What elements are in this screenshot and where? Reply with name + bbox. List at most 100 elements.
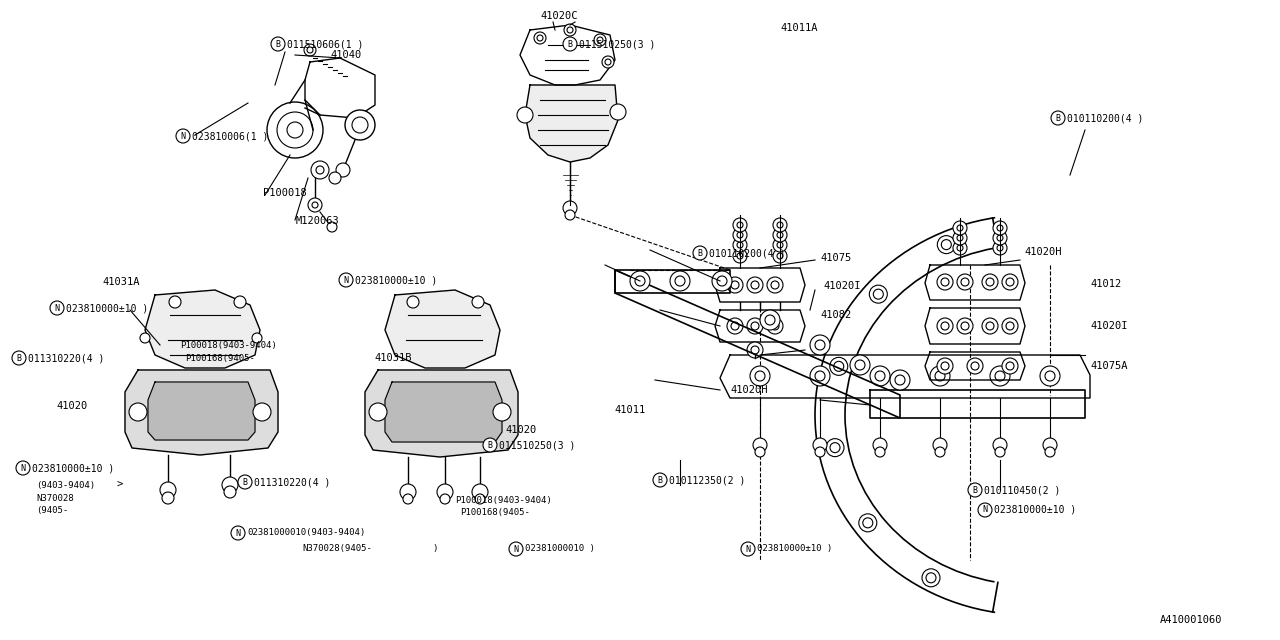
Polygon shape: [365, 370, 518, 457]
Circle shape: [813, 438, 827, 452]
Text: (9403-9404): (9403-9404): [36, 481, 95, 490]
Circle shape: [957, 235, 963, 241]
Circle shape: [748, 277, 763, 293]
Circle shape: [312, 202, 317, 208]
Text: B: B: [567, 40, 572, 49]
Text: B: B: [1056, 113, 1061, 122]
Circle shape: [534, 32, 547, 44]
Text: 011510250(3 ): 011510250(3 ): [499, 440, 576, 450]
Circle shape: [760, 310, 780, 330]
Circle shape: [305, 44, 316, 56]
Polygon shape: [721, 355, 1091, 398]
Circle shape: [737, 222, 742, 228]
Text: N: N: [20, 463, 26, 472]
Circle shape: [777, 242, 783, 248]
Circle shape: [316, 166, 324, 174]
Circle shape: [1006, 278, 1014, 286]
Circle shape: [733, 249, 748, 263]
Circle shape: [859, 514, 877, 532]
Text: 010112350(2 ): 010112350(2 ): [669, 475, 745, 485]
Circle shape: [986, 278, 995, 286]
Circle shape: [972, 362, 979, 370]
Text: P100018(9403-9404): P100018(9403-9404): [454, 495, 552, 504]
Polygon shape: [716, 268, 805, 302]
Text: 41031A: 41031A: [102, 277, 140, 287]
Circle shape: [407, 296, 419, 308]
Text: 41082: 41082: [820, 310, 851, 320]
Circle shape: [777, 222, 783, 228]
Circle shape: [870, 366, 890, 386]
Circle shape: [876, 371, 884, 381]
Circle shape: [954, 231, 966, 245]
Circle shape: [403, 494, 413, 504]
Circle shape: [751, 281, 759, 289]
Polygon shape: [925, 352, 1025, 380]
Text: N: N: [513, 545, 518, 554]
Circle shape: [308, 198, 323, 212]
Polygon shape: [520, 25, 614, 85]
Text: 41020I: 41020I: [823, 281, 860, 291]
Text: N: N: [236, 529, 241, 538]
Circle shape: [653, 473, 667, 487]
Circle shape: [876, 447, 884, 457]
Circle shape: [937, 274, 954, 290]
Circle shape: [352, 117, 369, 133]
Circle shape: [1044, 447, 1055, 457]
Circle shape: [329, 172, 340, 184]
Polygon shape: [925, 265, 1025, 300]
Circle shape: [369, 403, 387, 421]
Circle shape: [1002, 358, 1018, 374]
Circle shape: [829, 443, 840, 452]
Polygon shape: [870, 390, 1085, 418]
Circle shape: [1006, 362, 1014, 370]
Circle shape: [230, 526, 244, 540]
Circle shape: [564, 24, 576, 36]
Circle shape: [750, 366, 771, 386]
Polygon shape: [525, 85, 618, 162]
Circle shape: [177, 129, 189, 143]
Polygon shape: [305, 58, 375, 118]
Circle shape: [961, 278, 969, 286]
Circle shape: [997, 245, 1004, 251]
Circle shape: [17, 461, 29, 475]
Circle shape: [253, 403, 271, 421]
Text: 41020H: 41020H: [730, 385, 768, 395]
Circle shape: [594, 34, 605, 46]
Polygon shape: [125, 370, 278, 455]
Circle shape: [957, 274, 973, 290]
Circle shape: [563, 37, 577, 51]
Circle shape: [873, 289, 883, 299]
Circle shape: [1051, 111, 1065, 125]
Circle shape: [941, 239, 951, 250]
Circle shape: [271, 37, 285, 51]
Circle shape: [268, 102, 323, 158]
Circle shape: [957, 225, 963, 231]
Circle shape: [815, 371, 826, 381]
Circle shape: [605, 59, 611, 65]
Text: 011310220(4 ): 011310220(4 ): [253, 477, 330, 487]
Circle shape: [863, 518, 873, 528]
Circle shape: [731, 322, 739, 330]
Circle shape: [234, 296, 246, 308]
Circle shape: [941, 278, 948, 286]
Circle shape: [993, 231, 1007, 245]
Text: (9405-: (9405-: [36, 506, 68, 515]
Circle shape: [669, 271, 690, 291]
Text: N: N: [343, 275, 348, 285]
Circle shape: [986, 322, 995, 330]
Circle shape: [221, 477, 238, 493]
Circle shape: [1039, 366, 1060, 386]
Circle shape: [765, 315, 774, 325]
Text: B: B: [275, 40, 280, 49]
Circle shape: [773, 238, 787, 252]
Circle shape: [12, 351, 26, 365]
Circle shape: [472, 484, 488, 500]
Circle shape: [753, 438, 767, 452]
Circle shape: [737, 253, 742, 259]
Text: 41020: 41020: [506, 425, 536, 435]
Circle shape: [869, 285, 887, 303]
Text: 011310220(4 ): 011310220(4 ): [28, 353, 105, 363]
Text: 41020C: 41020C: [540, 11, 577, 21]
Circle shape: [751, 322, 759, 330]
Circle shape: [1043, 438, 1057, 452]
